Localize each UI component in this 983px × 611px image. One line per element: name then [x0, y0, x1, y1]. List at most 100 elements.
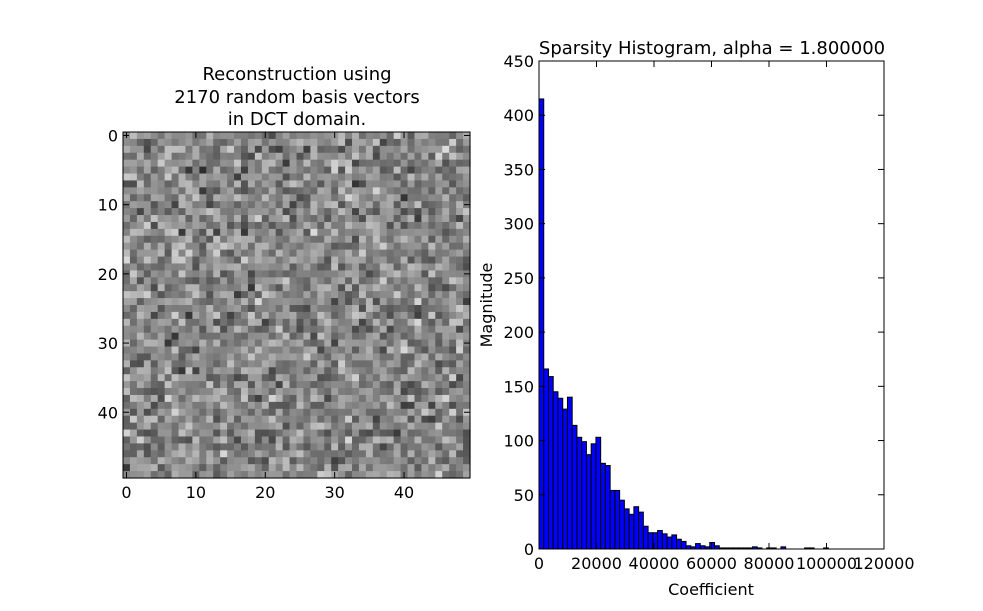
- image-pixel: [442, 388, 450, 396]
- image-pixel: [220, 305, 228, 313]
- image-pixel: [143, 325, 152, 334]
- image-pixel: [213, 318, 221, 327]
- image-pixel: [220, 464, 228, 472]
- image-pixel: [136, 187, 145, 195]
- image-pixel: [192, 436, 200, 444]
- image-pixel: [372, 256, 381, 265]
- image-pixel: [150, 429, 159, 438]
- image-pixel: [331, 305, 339, 313]
- image-pixel: [296, 249, 305, 258]
- image-pixel: [123, 235, 131, 244]
- image-pixel: [234, 305, 242, 313]
- image-pixel: [324, 311, 332, 320]
- image-pixel: [365, 235, 374, 244]
- image-pixel: [289, 401, 298, 410]
- image-pixel: [220, 450, 228, 458]
- image-pixel: [456, 166, 464, 175]
- image-pixel: [407, 360, 416, 368]
- image-pixel: [407, 325, 416, 334]
- image-pixel: [428, 215, 436, 223]
- image-pixel: [435, 360, 443, 368]
- image-pixel: [345, 138, 353, 147]
- image-pixel: [296, 394, 305, 403]
- image-pixel: [345, 450, 353, 458]
- image-pixel: [234, 256, 242, 265]
- image-pixel: [428, 228, 436, 237]
- image-pixel: [178, 201, 187, 209]
- image-pixel: [372, 228, 381, 237]
- image-pixel: [143, 221, 152, 230]
- image-pixel: [282, 284, 291, 292]
- image-pixel: [456, 450, 464, 458]
- image-pixel: [400, 305, 409, 313]
- image-pixel: [123, 401, 131, 410]
- image-pixel: [136, 367, 145, 375]
- image-pixel: [386, 457, 395, 465]
- image-pixel: [331, 298, 339, 306]
- image-pixel: [227, 173, 235, 182]
- image-pixel: [129, 374, 138, 382]
- image-pixel: [213, 221, 221, 230]
- image-pixel: [213, 201, 221, 209]
- image-pixel: [157, 221, 166, 230]
- image-pixel: [282, 436, 291, 444]
- image-pixel: [435, 305, 443, 313]
- image-pixel: [386, 332, 395, 341]
- image-pixel: [157, 180, 166, 188]
- image-pixel: [150, 457, 159, 465]
- histogram-y-axis-label: Magnitude: [477, 263, 496, 348]
- image-pixel: [303, 325, 311, 334]
- image-pixel: [331, 388, 339, 396]
- image-pixel: [227, 339, 235, 348]
- histogram-bar: [581, 441, 587, 550]
- image-pixel: [324, 145, 332, 154]
- image-pixel: [310, 381, 318, 389]
- image-pixel: [129, 332, 138, 341]
- image-pixel: [352, 201, 360, 209]
- image-pixel: [157, 305, 166, 313]
- image-pixel: [164, 367, 173, 375]
- image-pixel: [240, 360, 249, 368]
- image-pixel: [282, 166, 291, 175]
- image-pixel: [463, 152, 471, 161]
- image-pixel: [317, 367, 325, 375]
- image-pixel: [178, 221, 187, 230]
- image-pixel: [150, 242, 159, 251]
- image-pixel: [310, 415, 318, 424]
- image-pixel: [317, 374, 325, 382]
- image-pixel: [282, 360, 291, 368]
- x-tick-label: 0: [121, 483, 131, 502]
- image-pixel: [386, 436, 395, 444]
- image-pixel: [365, 187, 374, 195]
- image-pixel: [129, 284, 138, 292]
- image-pixel: [331, 443, 339, 451]
- image-pixel: [317, 422, 325, 431]
- image-pixel: [275, 208, 284, 216]
- image-pixel: [400, 325, 409, 334]
- image-pixel: [365, 201, 374, 209]
- image-pixel: [275, 187, 284, 195]
- image-pixel: [220, 145, 228, 154]
- image-pixel: [129, 394, 138, 403]
- image-pixel: [157, 311, 166, 320]
- image-pixel: [254, 277, 263, 285]
- image-pixel: [254, 318, 263, 327]
- image-pixel: [345, 353, 353, 361]
- image-pixel: [331, 318, 339, 327]
- image-pixel: [254, 464, 263, 472]
- image-pixel: [150, 298, 159, 306]
- image-pixel: [421, 235, 429, 244]
- image-pixel: [379, 381, 388, 389]
- image-pixel: [324, 159, 332, 168]
- image-pixel: [400, 353, 409, 361]
- image-pixel: [407, 166, 416, 175]
- image-pixel: [303, 464, 311, 472]
- image-pixel: [317, 132, 325, 140]
- image-pixel: [442, 332, 450, 341]
- image-pixel: [379, 471, 388, 479]
- image-pixel: [136, 464, 145, 472]
- image-pixel: [345, 208, 353, 216]
- image-pixel: [296, 305, 305, 313]
- image-pixel: [435, 152, 443, 161]
- image-pixel: [317, 284, 325, 292]
